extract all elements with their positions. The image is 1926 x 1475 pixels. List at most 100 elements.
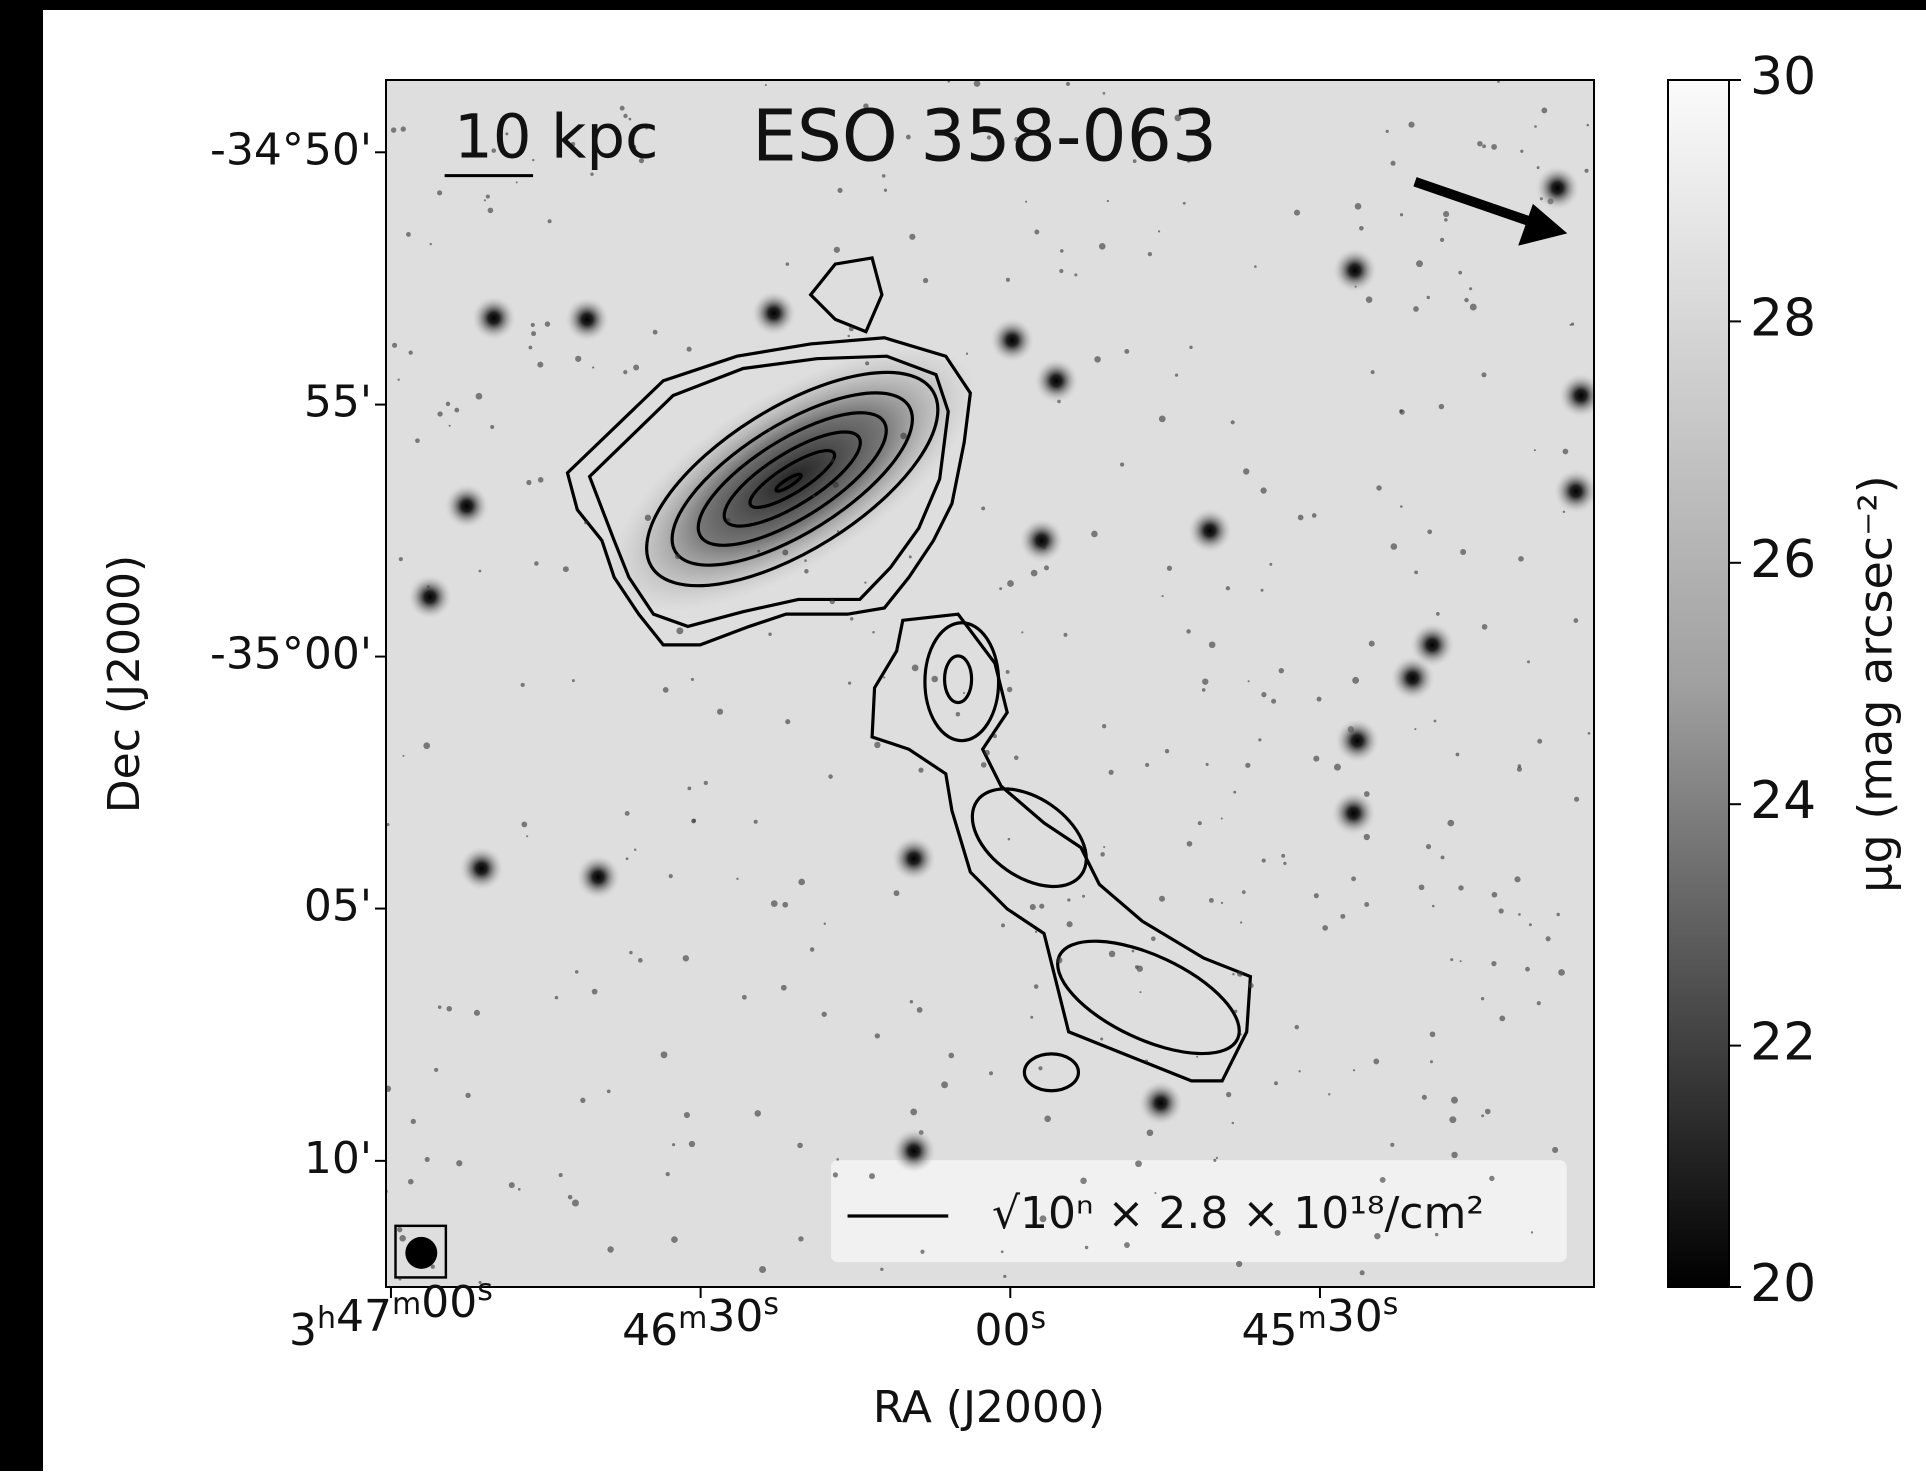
faint-star: [692, 818, 696, 823]
faint-star: [1413, 306, 1419, 312]
faint-star: [909, 233, 916, 240]
faint-star: [1044, 1115, 1051, 1123]
faint-star: [1418, 884, 1425, 891]
faint-star: [398, 1277, 402, 1281]
faint-star: [1269, 562, 1273, 566]
faint-star: [980, 762, 987, 768]
faint-star: [448, 424, 451, 427]
x-axis-label: RA (J2000): [873, 1382, 1105, 1433]
contour: [565, 336, 973, 647]
bright-star: [1332, 248, 1377, 293]
faint-star: [1514, 876, 1521, 883]
faint-star: [804, 559, 807, 562]
faint-star: [918, 767, 924, 773]
faint-star: [1091, 530, 1098, 538]
faint-star: [687, 786, 692, 791]
faint-star: [900, 432, 907, 440]
faint-star: [1120, 462, 1125, 467]
faint-star: [1065, 81, 1071, 86]
faint-star: [941, 1081, 949, 1089]
faint-star: [434, 1067, 439, 1072]
faint-star: [592, 366, 595, 369]
faint-star: [1154, 1191, 1157, 1195]
faint-star: [675, 554, 681, 560]
faint-star: [1074, 273, 1078, 277]
faint-star: [1044, 565, 1049, 571]
y-axis-label: Dec (J2000): [99, 555, 150, 813]
faint-star: [580, 1097, 586, 1103]
faint-star: [662, 686, 669, 693]
faint-star: [1562, 448, 1569, 455]
faint-star: [629, 950, 633, 955]
faint-star: [1562, 510, 1566, 514]
faint-star: [682, 955, 690, 962]
faint-star: [1440, 855, 1445, 860]
faint-star: [574, 970, 579, 974]
faint-star: [1248, 982, 1254, 989]
faint-star: [798, 878, 806, 886]
faint-star: [1530, 1231, 1534, 1234]
faint-star: [1144, 1059, 1149, 1063]
faint-star: [1145, 762, 1150, 768]
faint-star: [1213, 1158, 1217, 1162]
faint-star: [521, 821, 528, 828]
faint-star: [981, 506, 986, 511]
faint-star: [1293, 209, 1301, 216]
faint-star: [1399, 409, 1405, 415]
faint-star: [1481, 624, 1488, 630]
faint-star: [1518, 556, 1524, 562]
faint-star: [1240, 1033, 1243, 1036]
faint-star: [1536, 1001, 1541, 1006]
faint-star: [1427, 529, 1433, 535]
faint-star: [812, 494, 816, 498]
faint-star: [632, 145, 637, 150]
faint-star: [1067, 898, 1071, 902]
faint-star: [1584, 168, 1589, 173]
faint-star: [1311, 513, 1317, 518]
faint-star: [1313, 893, 1319, 899]
faint-star: [908, 555, 912, 559]
legend-box: [829, 1158, 1568, 1264]
faint-star: [1236, 1260, 1243, 1268]
faint-star: [828, 774, 833, 779]
contour: [645, 370, 940, 588]
faint-star: [1298, 1070, 1301, 1073]
faint-star: [1066, 1197, 1069, 1200]
faint-star: [1025, 200, 1028, 203]
faint-star: [671, 1143, 676, 1147]
faint-star: [1552, 1146, 1559, 1154]
faint-star: [386, 1085, 392, 1092]
faint-star: [1084, 1245, 1089, 1250]
faint-star: [865, 361, 870, 366]
faint-star: [1359, 1270, 1365, 1276]
faint-star: [623, 369, 628, 375]
faint-star: [1254, 265, 1257, 268]
faint-star: [1281, 853, 1286, 858]
faint-star: [1056, 957, 1063, 964]
faint-star: [623, 113, 628, 119]
contours: [565, 256, 1253, 1093]
faint-star: [1103, 846, 1106, 849]
faint-star: [402, 754, 405, 757]
sky-image: [386, 80, 1594, 1284]
faint-star: [805, 460, 808, 463]
faint-star: [1261, 858, 1266, 863]
faint-star: [992, 734, 997, 739]
faint-star: [836, 530, 840, 533]
faint-star: [624, 810, 630, 816]
faint-star: [1481, 372, 1487, 378]
bright-star: [751, 291, 796, 336]
faint-star: [874, 741, 881, 749]
faint-star: [1438, 403, 1445, 410]
faint-star: [1059, 249, 1064, 253]
faint-star: [1102, 91, 1106, 95]
faint-star: [1328, 1093, 1331, 1096]
faint-star: [1158, 415, 1166, 423]
faint-star: [575, 355, 582, 362]
contour: [808, 256, 884, 334]
faint-star: [1533, 449, 1536, 452]
faint-star: [1245, 762, 1251, 768]
faint-star: [515, 181, 518, 184]
galaxy: [609, 346, 976, 612]
